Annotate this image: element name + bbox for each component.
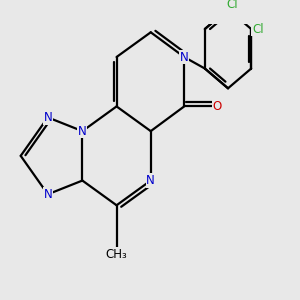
Text: Cl: Cl [226, 0, 238, 11]
Text: N: N [146, 174, 155, 187]
Text: Cl: Cl [252, 22, 264, 35]
Text: CH₃: CH₃ [106, 248, 128, 261]
Text: O: O [212, 100, 221, 113]
Text: N: N [44, 111, 52, 124]
Text: N: N [44, 188, 52, 201]
Text: N: N [78, 124, 87, 138]
Text: N: N [180, 50, 189, 64]
